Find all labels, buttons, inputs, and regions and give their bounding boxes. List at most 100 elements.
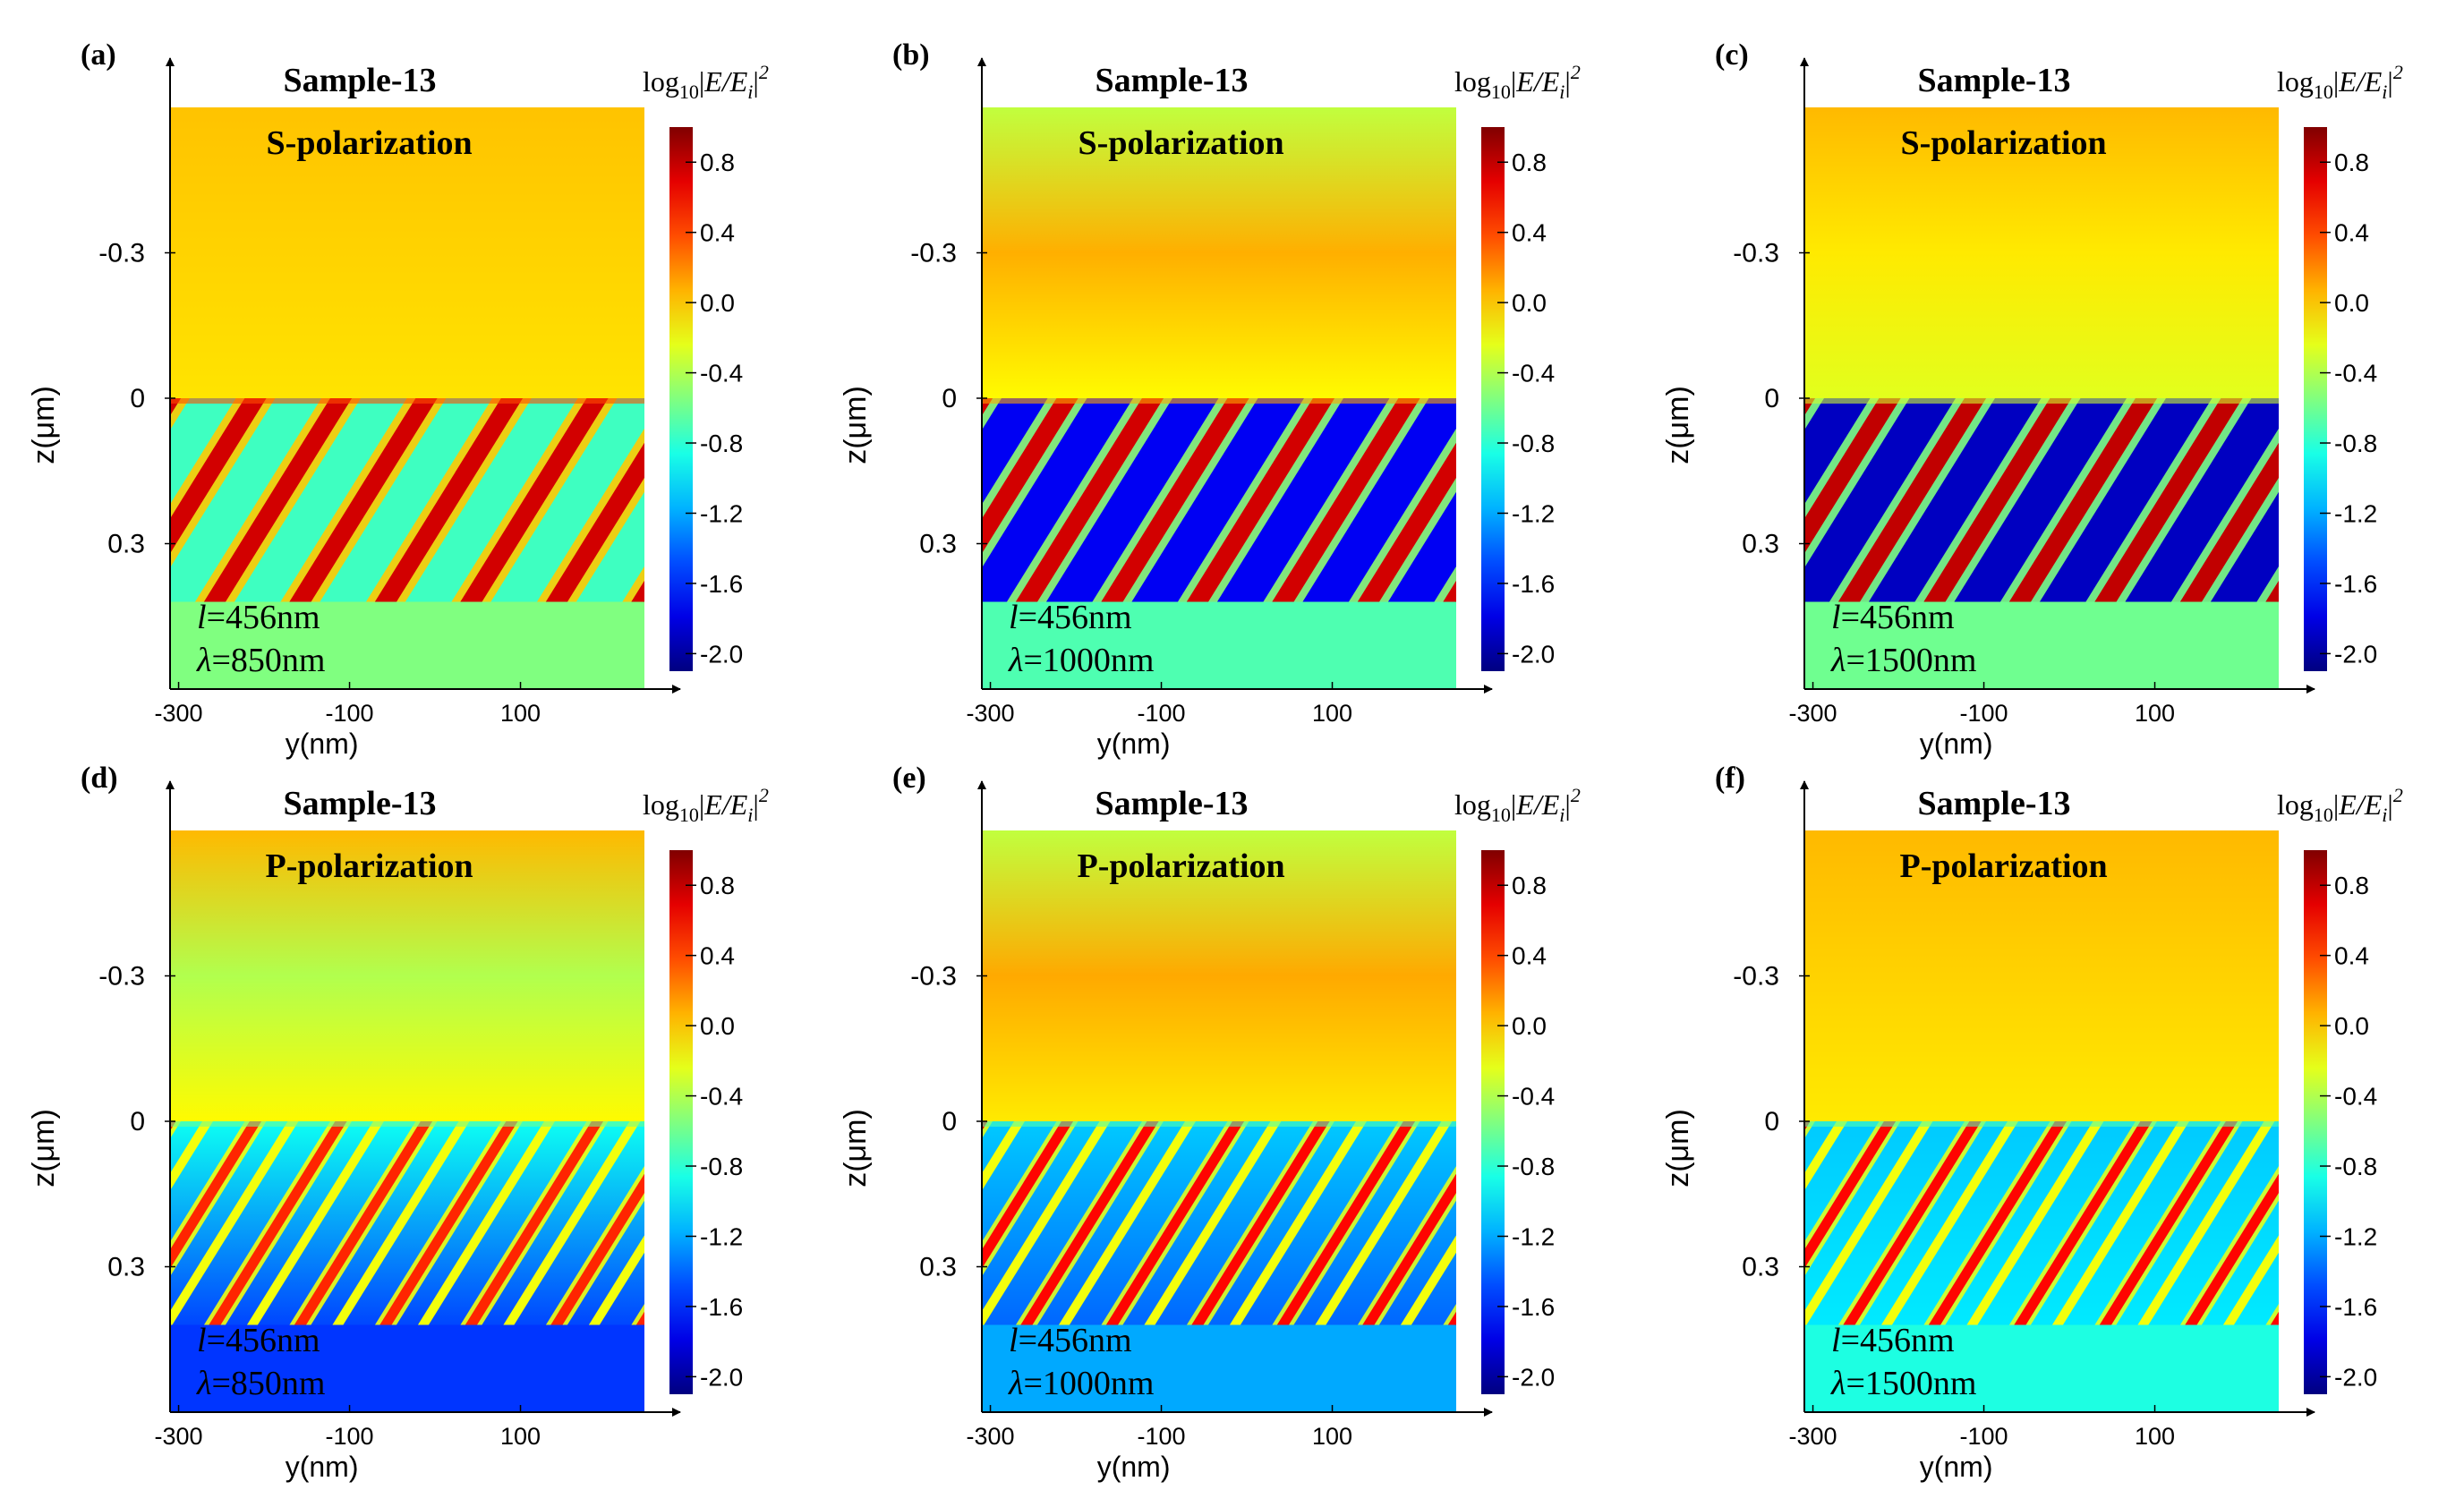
panel-label: (d) (81, 762, 118, 795)
y-tick-label: -100 (326, 1423, 374, 1450)
y-tick-label: -300 (967, 700, 1015, 727)
z-tick-label: -0.3 (98, 962, 145, 992)
y-tick-label: -300 (1789, 700, 1837, 727)
annotation-wavelength: λ=1000nm (1008, 1365, 1154, 1402)
stripe-hot (1105, 1121, 1245, 1325)
colorbar-tick-label: -1.2 (2334, 1222, 2377, 1250)
colorbar-tick-label: -1.2 (700, 499, 743, 527)
stripe-secondary (170, 1121, 299, 1325)
x-axis-label: y(nm) (286, 1451, 359, 1483)
colorbar-tick-label: -1.6 (1512, 1293, 1555, 1321)
colorbar-title: log10|E/Ei|2 (1454, 784, 1581, 826)
stripe-hot (1843, 1121, 1982, 1325)
colorbar-tick-label: -0.8 (1512, 1153, 1555, 1180)
z-tick-label: -0.3 (1733, 962, 1779, 992)
field-below (170, 1324, 644, 1412)
stripe-hot (294, 1121, 433, 1325)
colorbar-title: log10|E/Ei|2 (1454, 61, 1581, 103)
stripe-edge (170, 1121, 267, 1277)
colorbar-tick-label: 0.8 (2334, 149, 2369, 176)
stripe-secondary (0, 1121, 128, 1325)
colorbar-tick-label: -1.6 (1512, 570, 1555, 598)
stripe-hot (2094, 398, 2243, 602)
stripe-hot (2008, 398, 2158, 602)
grating-top-band (982, 398, 1456, 404)
y-tick-label: -100 (326, 700, 374, 727)
colorbar-tick-label: -1.2 (2334, 499, 2377, 527)
annotation-length: l=456nm (1831, 1322, 1955, 1359)
panel-subtitle: P-polarization (1077, 847, 1284, 885)
stripe-edge (536, 428, 644, 602)
grating-stripes (1804, 398, 2279, 602)
stripe-secondary (1144, 1121, 1282, 1325)
z-tick-label: -0.3 (910, 239, 957, 268)
panel-label: (b) (892, 38, 930, 72)
field-above (1804, 830, 2279, 1121)
colorbar-tick-label: -1.6 (700, 1293, 743, 1321)
annotation-wavelength: λ=850nm (196, 1365, 325, 1402)
stripe-secondary (1058, 1121, 1196, 1325)
z-tick-label: -0.3 (98, 239, 145, 268)
stripe-secondary (1804, 1121, 1847, 1191)
stripe-hot (170, 398, 267, 554)
colorbar-tick-label: -0.8 (700, 430, 743, 457)
stripe-hot (379, 1121, 518, 1325)
stripe-secondary (1539, 1121, 1676, 1325)
stripe-hot (460, 398, 609, 602)
colorbar-tick-label: -1.6 (2334, 1293, 2377, 1321)
y-axis-label: z(μm) (27, 1109, 61, 1188)
z-tick-label: 0 (130, 384, 145, 413)
stripe-hot (1186, 398, 1335, 602)
y-tick-label: 100 (500, 700, 541, 727)
y-tick-label: -100 (1138, 1423, 1186, 1450)
stripe-hot (631, 580, 644, 602)
stripe-hot (2099, 1121, 2238, 1325)
stripe-hot (1447, 1311, 1456, 1325)
stripe-secondary (982, 1121, 1025, 1191)
colorbar-tick-label: 0.4 (1512, 219, 1547, 247)
stripe-hot (209, 1121, 347, 1325)
annotation-length: l=456nm (197, 599, 320, 636)
field-above (170, 107, 644, 398)
colorbar-tick-label: 0.4 (2334, 219, 2369, 247)
panel-label: (e) (892, 762, 926, 795)
colorbar-title: log10|E/Ei|2 (2277, 61, 2403, 103)
field-above (170, 830, 644, 1121)
z-tick-label: -0.3 (1733, 239, 1779, 268)
grating-top-band (170, 398, 644, 404)
stripe-edge (1804, 398, 1910, 568)
stripe-hot (203, 398, 353, 602)
field-below (982, 601, 1456, 689)
panel-subtitle: S-polarization (267, 124, 473, 162)
stripe-hot (0, 1121, 5, 1325)
stripe-edge (1582, 1121, 1729, 1325)
stripe-secondary (982, 1121, 1111, 1325)
colorbar-tick-label: 0.8 (700, 872, 735, 899)
panel-subtitle: P-polarization (265, 847, 473, 885)
colorbar-tick-label: 0.4 (2334, 942, 2369, 970)
field-below (982, 1324, 1456, 1412)
colorbar (2304, 127, 2327, 671)
annotation-length: l=456nm (1009, 599, 1132, 636)
colorbar-tick-label: -0.8 (2334, 430, 2377, 457)
z-tick-label: 0 (1764, 1107, 1779, 1137)
stripe-hot (1020, 1121, 1159, 1325)
y-axis-label: z(μm) (839, 386, 873, 464)
x-axis-label: y(nm) (1097, 728, 1171, 760)
stripe-hot (1928, 1121, 2068, 1325)
colorbar-tick-label: -1.6 (2334, 570, 2377, 598)
panel-label: (a) (81, 38, 116, 72)
stripe-hot (0, 398, 10, 602)
stripe-secondary (1966, 1121, 2104, 1325)
grating-stripes (674, 1121, 1456, 1325)
grating-top-band (1804, 1121, 2279, 1127)
stripe-edge (674, 1121, 822, 1325)
panel-title: Sample-13 (1096, 785, 1249, 822)
colorbar-tick-label: 0.0 (1512, 289, 1547, 317)
field-below (1804, 1324, 2279, 1412)
stripe-hot (550, 1173, 644, 1325)
stripe-edge (1348, 428, 1456, 602)
z-tick-label: 0.3 (919, 1253, 957, 1282)
annotation-length: l=456nm (197, 1322, 320, 1359)
